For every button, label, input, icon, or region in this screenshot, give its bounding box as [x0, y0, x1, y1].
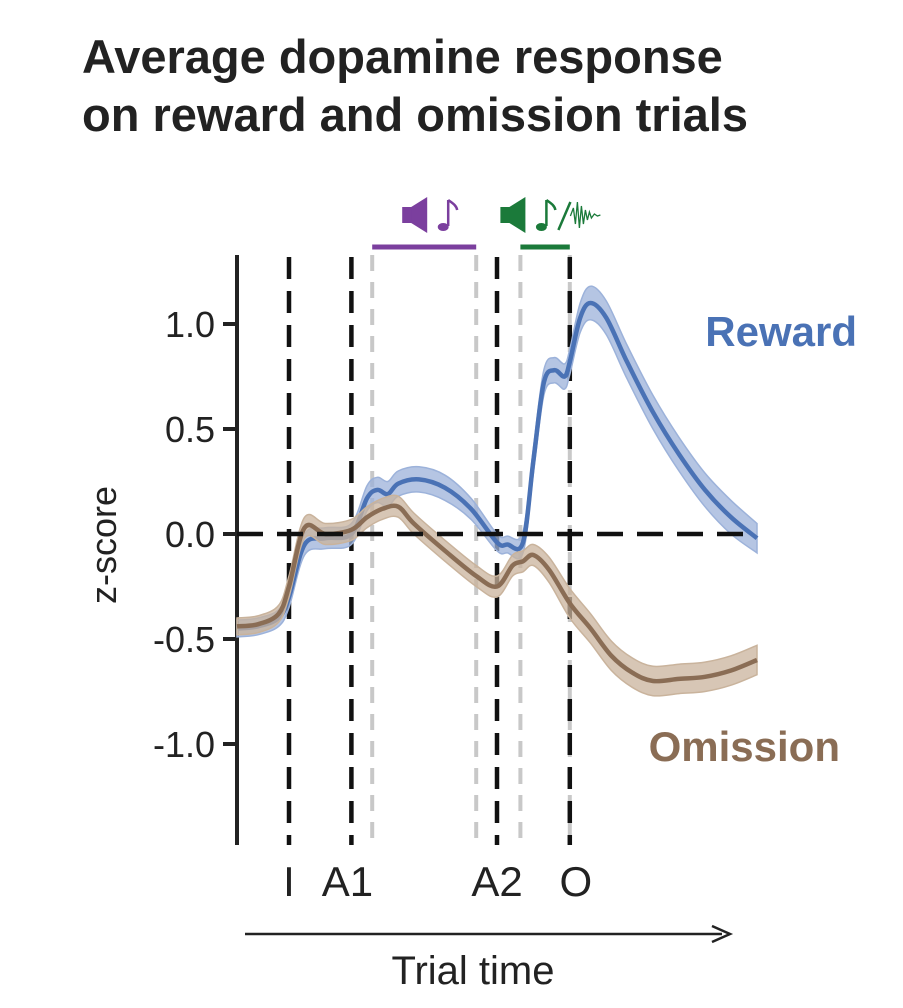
y-tick-label: -0.5 [153, 619, 215, 660]
series-error-band [236, 494, 758, 697]
y-tick-label: 0.0 [165, 514, 215, 555]
time-axis-arrowhead [711, 924, 734, 944]
series-label: Reward [705, 308, 857, 355]
x-axis-label: Trial time [392, 949, 555, 993]
y-tick-label: 1.0 [165, 304, 215, 345]
speaker-note-icon [402, 197, 459, 233]
speaker-note-noise-icon [500, 197, 601, 233]
chart-title-line-1: Average dopamine response [82, 30, 723, 83]
event-label: I [283, 858, 295, 905]
event-label: O [559, 858, 592, 905]
chart-title-line-2: on reward and omission trials [82, 88, 748, 141]
series-line [236, 503, 758, 684]
series-label: Omission [649, 723, 840, 770]
event-label: A1 [322, 858, 373, 905]
y-tick-label: 0.5 [165, 409, 215, 450]
y-tick-label: -1.0 [153, 724, 215, 765]
chart-title: Average dopamine response on reward and … [82, 28, 882, 144]
event-label: A2 [471, 858, 522, 905]
y-axis-label: z-score [83, 486, 124, 604]
